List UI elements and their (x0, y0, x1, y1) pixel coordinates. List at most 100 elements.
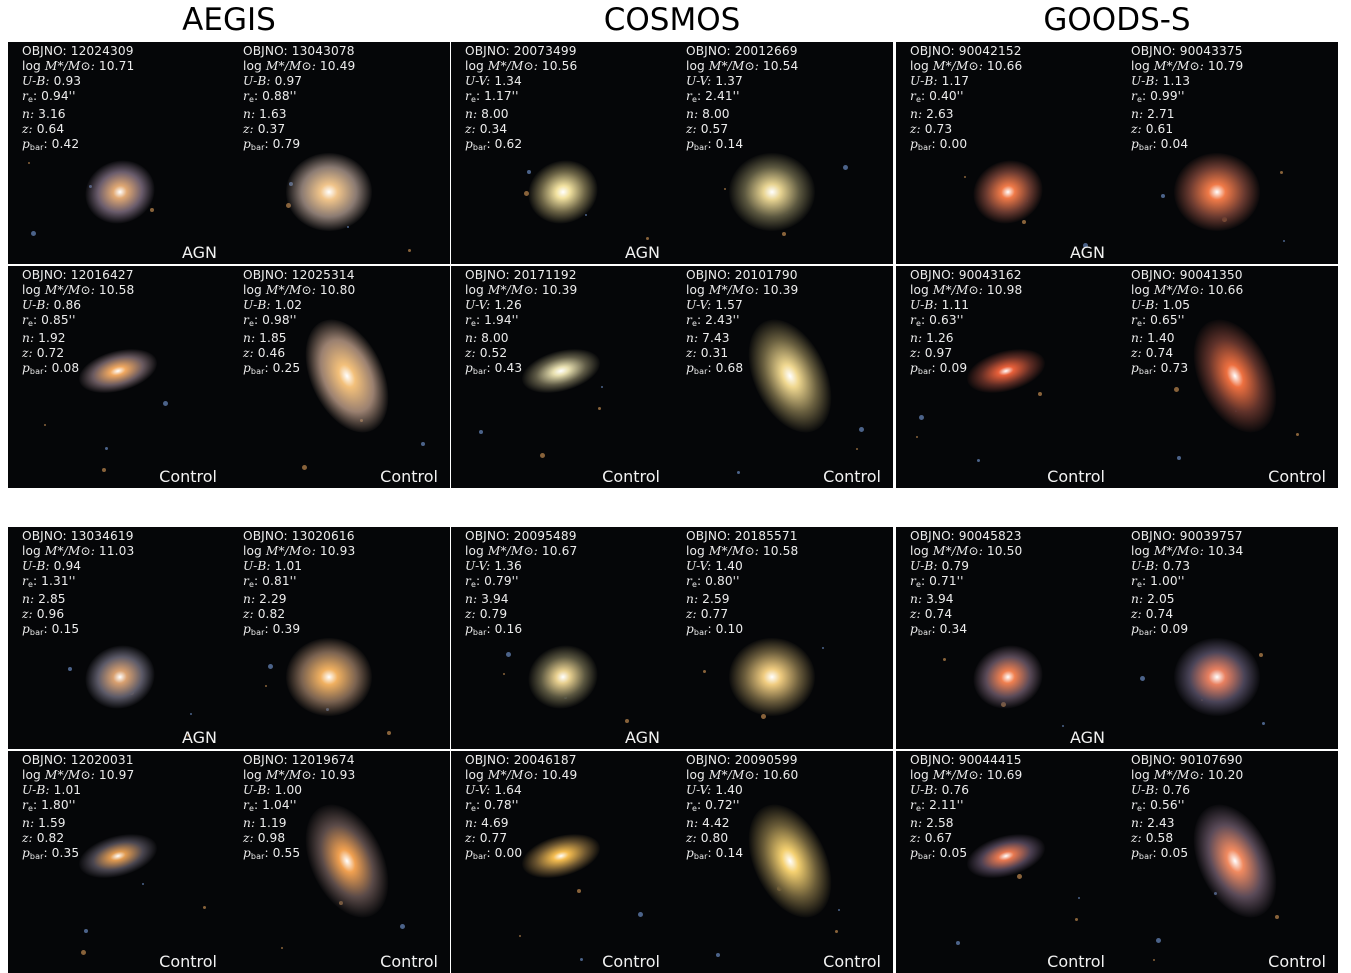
color-line: U-B: 1.01 (243, 559, 303, 573)
object-info: OBJNO: 12024309 log M*/M⊙: 10.71 U-B: 0.93… (22, 44, 134, 155)
panel-goods-s-upper-row2: OBJNO: 90043162 log M*/M⊙: 10.98 U-B: 1.11… (896, 266, 1338, 488)
effective-radius-line: re: 2.11'' (910, 798, 964, 813)
stellar-mass-line: log M*/M⊙: 10.49 (243, 59, 356, 73)
galaxy-cutout: OBJNO: 12016427 log M*/M⊙: 10.58 U-B: 0.86… (8, 266, 229, 488)
control-label: Control (823, 952, 881, 971)
bar-probability-line: pbar: 0.39 (243, 622, 301, 637)
background-star (81, 950, 86, 955)
redshift-line: z: 0.82 (22, 831, 65, 845)
background-star (31, 231, 36, 236)
background-star (28, 162, 30, 164)
object-info: OBJNO: 90042152 log M*/M⊙: 10.66 U-B: 1.17… (910, 44, 1022, 155)
color-line: U-B: 1.00 (243, 783, 303, 797)
background-star (638, 912, 643, 917)
bar-probability-line: pbar: 0.79 (243, 137, 301, 152)
survey-title-goods-s: GOODS-S (1043, 2, 1191, 38)
background-star (716, 953, 720, 957)
sersic-index-line: n: 1.85 (243, 331, 287, 345)
background-star (724, 188, 726, 190)
effective-radius-line: re: 0.79'' (465, 574, 519, 589)
object-info: OBJNO: 90044415 log M*/M⊙: 10.69 U-B: 0.76… (910, 753, 1022, 864)
object-info: OBJNO: 13020616 log M*/M⊙: 10.93 U-B: 1.01… (243, 529, 355, 640)
color-line: U-V: 1.37 (686, 74, 743, 88)
galaxy-cutout: OBJNO: 12019674 log M*/M⊙: 10.93 U-B: 1.00… (229, 751, 450, 973)
galaxy-cutout: OBJNO: 90043162 log M*/M⊙: 10.98 U-B: 1.11… (896, 266, 1117, 488)
effective-radius-line: re: 1.00'' (1131, 574, 1185, 589)
control-label: Control (823, 467, 881, 486)
redshift-line: z: 0.77 (686, 607, 729, 621)
survey-title-aegis: AEGIS (182, 2, 276, 38)
bar-probability-line: pbar: 0.00 (910, 137, 968, 152)
stellar-mass-line: log M*/M⊙: 10.93 (243, 544, 356, 558)
objno-line: OBJNO: 90045823 (910, 529, 1022, 543)
galaxy-cutout: OBJNO: 90045823 log M*/M⊙: 10.50 U-B: 0.79… (896, 527, 1117, 749)
background-star (1262, 722, 1265, 725)
background-star (1083, 243, 1088, 248)
redshift-line: z: 0.52 (465, 346, 508, 360)
color-line: U-V: 1.57 (686, 298, 743, 312)
background-star (737, 471, 740, 474)
objno-line: OBJNO: 13034619 (22, 529, 134, 543)
objno-line: OBJNO: 20101790 (686, 268, 798, 282)
background-star (1275, 915, 1279, 919)
background-star (1156, 938, 1161, 943)
background-star (387, 731, 391, 735)
stellar-mass-line: log M*/M⊙: 10.50 (910, 544, 1023, 558)
bar-probability-line: pbar: 0.25 (243, 361, 301, 376)
background-star (843, 165, 848, 170)
bar-probability-line: pbar: 0.42 (22, 137, 80, 152)
effective-radius-line: re: 0.65'' (1131, 313, 1185, 328)
stellar-mass-line: log M*/M⊙: 10.20 (1131, 768, 1244, 782)
redshift-line: z: 0.72 (22, 346, 65, 360)
object-info: OBJNO: 20012669 log M*/M⊙: 10.54 U-V: 1.37… (686, 44, 798, 155)
control-label: Control (159, 952, 217, 971)
object-info: OBJNO: 90039757 log M*/M⊙: 10.34 U-B: 0.73… (1131, 529, 1243, 640)
background-star (503, 673, 505, 675)
background-star (577, 889, 581, 893)
bar-probability-line: pbar: 0.09 (910, 361, 968, 376)
bar-probability-line: pbar: 0.16 (465, 622, 523, 637)
panel-aegis-upper-row2: OBJNO: 12016427 log M*/M⊙: 10.58 U-B: 0.86… (8, 266, 450, 488)
effective-radius-line: re: 0.72'' (686, 798, 740, 813)
background-star (142, 883, 144, 885)
galaxy-cutout: OBJNO: 90039757 log M*/M⊙: 10.34 U-B: 0.73… (1070, 527, 1338, 749)
stellar-mass-line: log M*/M⊙: 10.54 (686, 59, 799, 73)
galaxy-image (729, 638, 815, 716)
bar-probability-line: pbar: 0.14 (686, 846, 744, 861)
color-line: U-B: 0.73 (1131, 559, 1191, 573)
galaxy-cutout: OBJNO: 90044415 log M*/M⊙: 10.69 U-B: 0.76… (896, 751, 1117, 973)
color-line: U-V: 1.40 (686, 783, 743, 797)
stellar-mass-line: log M*/M⊙: 10.98 (910, 283, 1023, 297)
galaxy-image (964, 635, 1052, 719)
object-info: OBJNO: 12019674 log M*/M⊙: 10.93 U-B: 1.00… (243, 753, 355, 864)
color-line: U-B: 0.94 (22, 559, 82, 573)
effective-radius-line: re: 0.85'' (22, 313, 76, 328)
redshift-line: z: 0.57 (686, 122, 729, 136)
sersic-index-line: n: 8.00 (465, 107, 509, 121)
sersic-index-line: n: 4.69 (465, 816, 509, 830)
bar-probability-line: pbar: 0.00 (465, 846, 523, 861)
stellar-mass-line: log M*/M⊙: 10.66 (1131, 283, 1244, 297)
galaxy-cutout: OBJNO: 13043078 log M*/M⊙: 10.49 U-B: 0.97… (182, 42, 450, 264)
objno-line: OBJNO: 12020031 (22, 753, 134, 767)
background-star (1062, 725, 1064, 727)
object-info: OBJNO: 20171192 log M*/M⊙: 10.39 U-V: 1.26… (465, 268, 577, 379)
color-line: U-B: 1.11 (910, 298, 970, 312)
redshift-line: z: 0.97 (910, 346, 953, 360)
bar-probability-line: pbar: 0.05 (910, 846, 968, 861)
sersic-index-line: n: 2.29 (243, 592, 287, 606)
effective-radius-line: re: 1.17'' (465, 89, 519, 104)
background-star (540, 453, 545, 458)
color-line: U-B: 0.79 (910, 559, 970, 573)
bar-probability-line: pbar: 0.34 (910, 622, 968, 637)
bar-probability-line: pbar: 0.09 (1131, 622, 1189, 637)
survey-title-cosmos: COSMOS (603, 2, 741, 38)
redshift-line: z: 0.46 (243, 346, 286, 360)
sersic-index-line: n: 3.94 (465, 592, 509, 606)
background-star (105, 447, 108, 450)
stellar-mass-line: log M*/M⊙: 10.67 (465, 544, 578, 558)
effective-radius-line: re: 0.71'' (910, 574, 964, 589)
stellar-mass-line: log M*/M⊙: 10.80 (243, 283, 356, 297)
panel-aegis-lower-row1: OBJNO: 13034619 log M*/M⊙: 11.03 U-B: 0.94… (8, 527, 450, 749)
galaxy-cutout: OBJNO: 12024309 log M*/M⊙: 10.71 U-B: 0.93… (8, 42, 229, 264)
